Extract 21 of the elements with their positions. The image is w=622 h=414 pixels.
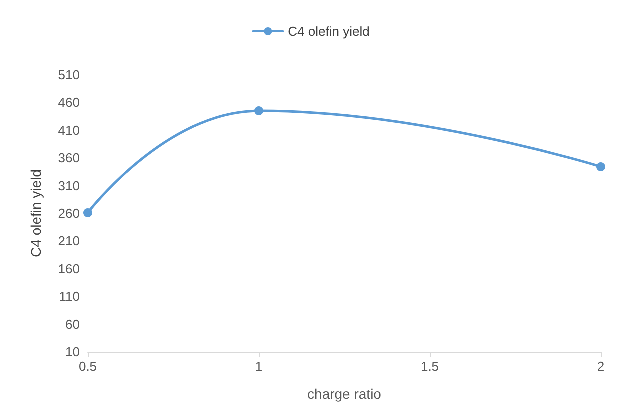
y-tick-label: 410 bbox=[58, 122, 80, 138]
y-tick-label: 260 bbox=[58, 206, 80, 221]
y-tick-label: 510 bbox=[58, 68, 80, 82]
y-tick-label: 160 bbox=[58, 261, 80, 276]
x-axis-title: charge ratio bbox=[308, 386, 382, 402]
x-tick-label: 0.5 bbox=[78, 359, 98, 374]
point bbox=[596, 162, 606, 172]
x-tick-label: 1 bbox=[255, 359, 263, 374]
y-tick-label: 360 bbox=[58, 150, 80, 166]
y-axis-title: C4 olefin yield bbox=[28, 170, 44, 258]
y-tick-label: 310 bbox=[58, 178, 80, 194]
legend-label: C4 olefin yield bbox=[288, 24, 370, 39]
y-tick-label: 10 bbox=[66, 344, 80, 360]
x-tick-label: 1.5 bbox=[420, 359, 440, 374]
y-tick-label: 460 bbox=[58, 95, 80, 110]
y-tick-label: 210 bbox=[58, 234, 80, 249]
x-tick-label: 2 bbox=[597, 359, 605, 374]
point bbox=[84, 208, 92, 218]
y-tick-label: 110 bbox=[59, 289, 80, 304]
y-tick-label: 60 bbox=[66, 316, 80, 332]
point bbox=[254, 106, 264, 116]
